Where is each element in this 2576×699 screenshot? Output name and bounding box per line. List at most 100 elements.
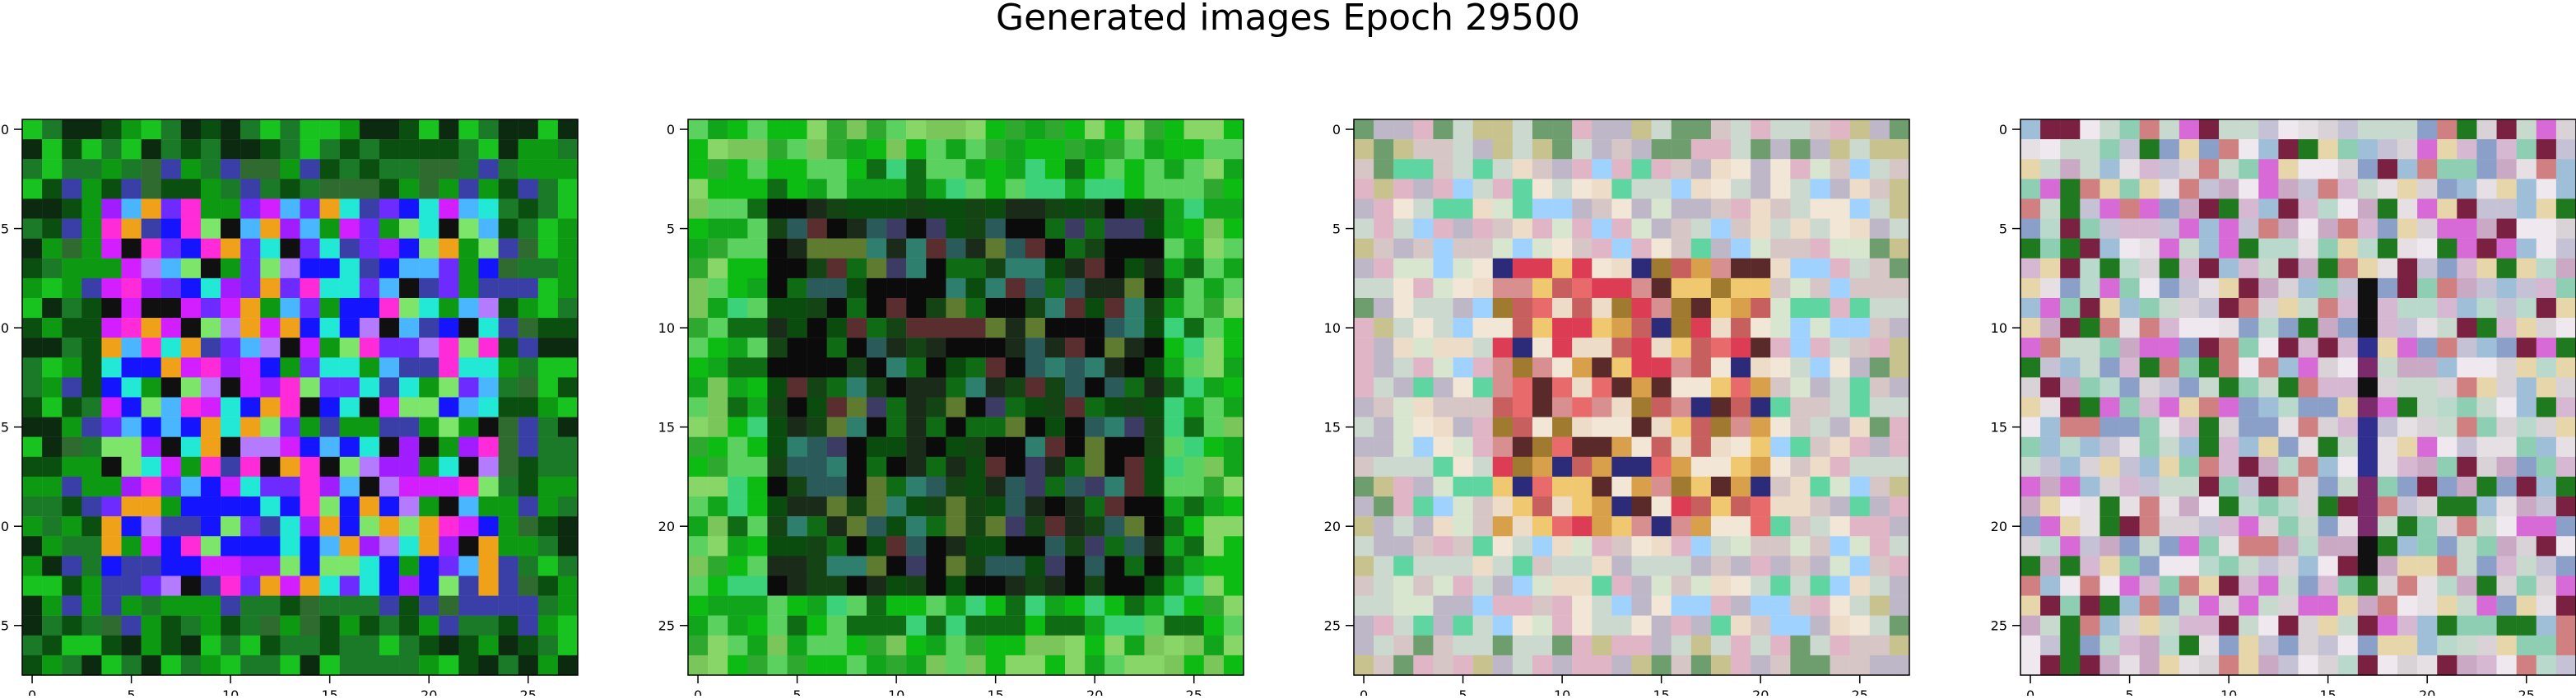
heatmap-cell [1203, 436, 1225, 458]
heatmap-cell [200, 258, 221, 279]
heatmap-cell [2020, 159, 2041, 179]
heatmap-cell [200, 576, 221, 596]
heatmap-cell [2318, 218, 2338, 239]
heatmap-cell [1025, 258, 1046, 279]
heatmap-cell [1512, 318, 1533, 338]
heatmap-cell [121, 198, 142, 219]
heatmap-cell [1611, 297, 1632, 319]
heatmap-cell [1164, 476, 1184, 497]
heatmap-cell [141, 318, 161, 338]
heatmap-cell [121, 536, 142, 557]
heatmap-cell [767, 179, 788, 199]
heatmap-cell [2219, 417, 2239, 437]
heatmap-cell [2457, 159, 2477, 179]
heatmap-cell [1492, 357, 1514, 378]
heatmap-cell [1770, 496, 1791, 517]
heatmap-cell [946, 377, 966, 398]
heatmap-cell [478, 318, 499, 338]
heatmap-cell [985, 615, 1006, 636]
heatmap-cell [221, 179, 241, 199]
heatmap-cell [1025, 397, 1046, 417]
heatmap-cell [478, 595, 499, 616]
heatmap-cell [2020, 198, 2041, 219]
heatmap-cell [2080, 277, 2100, 299]
heatmap-cell [807, 159, 827, 179]
heatmap-cell [2318, 456, 2338, 478]
y-tick-label: 5 [1999, 221, 2007, 237]
heatmap-cell [807, 198, 827, 219]
heatmap-cell [1413, 576, 1434, 596]
heatmap-cell [160, 655, 182, 676]
heatmap-cell [2496, 357, 2517, 378]
heatmap-cell [221, 338, 241, 358]
heatmap-cell [260, 655, 281, 676]
heatmap-cell [2555, 297, 2576, 319]
heatmap-cell [1770, 635, 1791, 656]
heatmap-cell [1164, 436, 1184, 458]
heatmap-cell [767, 436, 788, 458]
heatmap-cell [1453, 218, 1473, 239]
heatmap-cell [22, 338, 43, 358]
heatmap-cell [1849, 556, 1870, 576]
heatmap-cell [478, 436, 499, 458]
heatmap-cell [81, 496, 102, 517]
heatmap-cell [240, 277, 261, 299]
heatmap-cell [2040, 218, 2061, 239]
heatmap-cell [1472, 179, 1493, 199]
heatmap-cell [1889, 635, 1910, 656]
heatmap-cell [1104, 218, 1125, 239]
heatmap-cell [1065, 198, 1086, 219]
heatmap-cell [965, 655, 986, 676]
heatmap-cell [1065, 338, 1086, 358]
heatmap-cell [1183, 338, 1204, 358]
heatmap-cell [1144, 655, 1165, 676]
heatmap-cell [2080, 159, 2100, 179]
heatmap-cell [1651, 238, 1672, 259]
heatmap-cell [498, 655, 518, 676]
heatmap-cell [1223, 615, 1244, 636]
heatmap-cell [1085, 417, 1105, 437]
heatmap-cell [518, 159, 538, 179]
heatmap-cell [1611, 635, 1632, 656]
heatmap-cell [419, 338, 439, 358]
heatmap-cell [2476, 377, 2497, 398]
heatmap-cell [1183, 179, 1204, 199]
heatmap-cell [965, 357, 986, 378]
heatmap-cell [42, 377, 63, 398]
heatmap-cell [2159, 635, 2180, 656]
heatmap-cell [180, 576, 202, 596]
heatmap-cell [767, 119, 788, 140]
heatmap-cell [1144, 436, 1165, 458]
heatmap-cell [985, 238, 1006, 259]
heatmap-cell [1710, 258, 1732, 279]
heatmap-cell [846, 655, 867, 676]
heatmap-cell [1164, 357, 1184, 378]
heatmap-cell [926, 258, 946, 279]
heatmap-cell [101, 635, 122, 656]
heatmap-cell [141, 655, 161, 676]
heatmap-cell [1572, 615, 1593, 636]
heatmap-cell [787, 338, 807, 358]
heatmap-cell [807, 318, 827, 338]
heatmap-cell [926, 338, 946, 358]
heatmap-cell [965, 297, 986, 319]
heatmap-cell [1572, 476, 1593, 497]
heatmap-cell [1731, 536, 1751, 557]
heatmap-cell [2278, 635, 2299, 656]
heatmap-cell [1393, 198, 1414, 219]
heatmap-cell [1869, 655, 1890, 676]
heatmap-cell [985, 456, 1006, 478]
heatmap-cell [260, 338, 281, 358]
heatmap-cell [458, 595, 479, 616]
heatmap-cell [1790, 238, 1811, 259]
heatmap-cell [141, 357, 161, 378]
heatmap-cell [160, 179, 182, 199]
heatmap-cell [2119, 635, 2140, 656]
heatmap-cell [1492, 179, 1514, 199]
heatmap-cell [160, 595, 182, 616]
heatmap-cell [1572, 397, 1593, 417]
heatmap-cell [2119, 218, 2140, 239]
x-tick-label: 5 [793, 687, 801, 696]
heatmap-cell [221, 595, 241, 616]
heatmap-cell [2080, 357, 2100, 378]
